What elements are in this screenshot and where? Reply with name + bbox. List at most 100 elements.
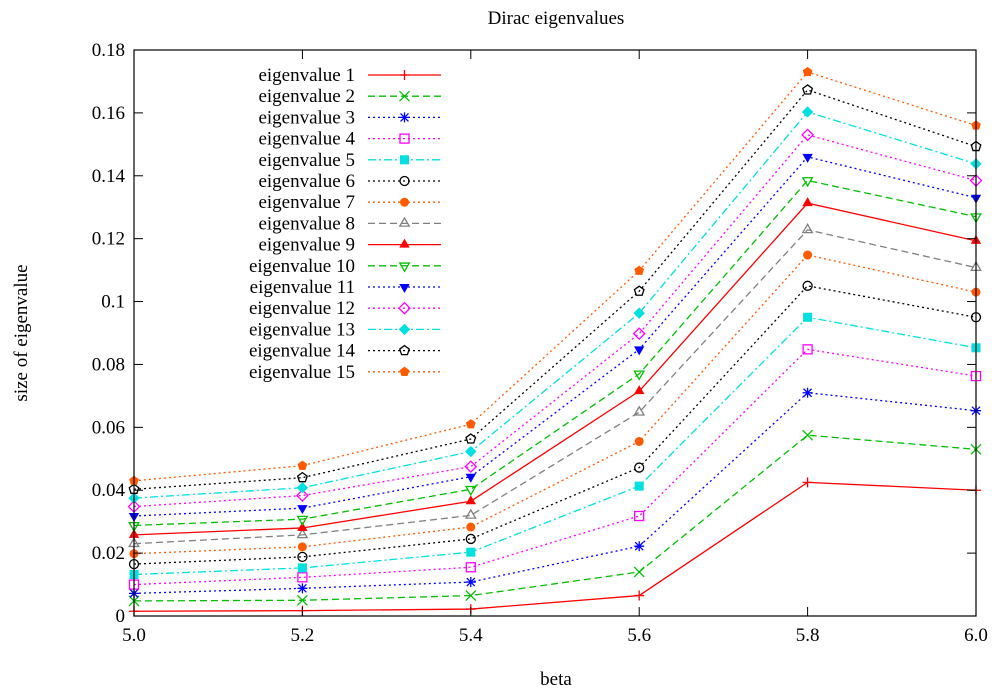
legend-entry: eigenvalue 14 — [249, 341, 441, 362]
legend-swatch-marker — [399, 175, 410, 187]
legend-entry: eigenvalue 2 — [258, 86, 441, 107]
legend-label: eigenvalue 3 — [258, 107, 355, 128]
series-line — [133, 434, 977, 602]
data-point — [465, 577, 476, 588]
x-tick-label: 5.8 — [796, 625, 820, 646]
x-tick-label: 5.6 — [627, 625, 651, 646]
data-point — [296, 482, 309, 494]
series-line — [133, 392, 977, 595]
data-point — [634, 462, 645, 473]
data-point — [801, 106, 814, 118]
data-point — [465, 445, 477, 458]
data-point — [464, 460, 478, 474]
legend-swatch-marker — [400, 197, 409, 207]
legend-swatch-marker — [399, 133, 410, 144]
x-tick-label: 5.2 — [291, 625, 315, 646]
legend-entry: eigenvalue 10 — [249, 256, 441, 277]
data-point — [801, 128, 815, 142]
series-14 — [128, 84, 982, 494]
data-point — [297, 505, 308, 515]
legend-swatch-marker — [399, 284, 410, 294]
chart-title: Dirac eigenvalues — [488, 8, 625, 29]
data-point — [296, 515, 309, 526]
legend-entry: eigenvalue 12 — [249, 298, 441, 319]
data-point — [802, 197, 813, 207]
y-tick-label: 0.12 — [92, 229, 125, 250]
legend-label: eigenvalue 10 — [249, 256, 355, 277]
legend-entry: eigenvalue 11 — [250, 277, 441, 298]
axis-ticks: 0 0.02 0.04 0.06 0.08 0.1 0.12 0.14 0.16 0.18 5.0 5… — [92, 40, 988, 646]
plot-frame — [133, 49, 977, 617]
data-point — [295, 489, 309, 502]
data-point — [465, 562, 476, 573]
data-point — [296, 471, 308, 483]
data-point — [634, 481, 644, 491]
legend-label: eigenvalue 8 — [258, 213, 355, 234]
y-tick-label: 0 — [116, 606, 126, 627]
data-point — [803, 312, 813, 322]
series-line — [133, 481, 977, 612]
plot-area — [127, 66, 983, 617]
series-line — [133, 89, 977, 490]
series-3 — [129, 387, 981, 599]
data-point — [802, 429, 814, 441]
data-point — [801, 223, 814, 234]
legend-entry: eigenvalue 8 — [258, 213, 441, 234]
data-point — [465, 473, 476, 483]
legend-swatch-marker — [398, 323, 411, 336]
data-point — [802, 387, 813, 398]
data-point — [633, 285, 645, 296]
data-point — [634, 510, 645, 522]
series-line — [133, 285, 977, 565]
data-point — [465, 495, 476, 505]
y-tick-label: 0.14 — [92, 166, 126, 187]
legend-label: eigenvalue 6 — [258, 171, 355, 192]
data-point — [296, 594, 308, 606]
data-point — [634, 541, 645, 552]
data-point — [297, 563, 307, 573]
data-point — [297, 551, 308, 563]
data-point — [632, 327, 646, 341]
legend-entry: eigenvalue 3 — [258, 107, 441, 128]
series-line — [133, 348, 977, 586]
data-point — [633, 307, 645, 319]
series-line — [133, 111, 977, 499]
data-point — [802, 153, 813, 163]
data-point — [464, 508, 477, 519]
y-tick-label: 0.06 — [92, 417, 125, 438]
series-line — [133, 179, 977, 527]
data-point — [633, 405, 646, 416]
legend-swatch-marker — [399, 90, 410, 102]
data-point — [297, 521, 308, 531]
data-point — [297, 542, 307, 552]
legend-entry: eigenvalue 5 — [258, 150, 441, 171]
legend-swatch-marker — [399, 70, 410, 80]
x-tick-label: 5.4 — [459, 625, 483, 646]
legend-label: eigenvalue 5 — [258, 150, 355, 171]
legend-label: eigenvalue 2 — [258, 86, 355, 107]
data-point — [297, 460, 308, 470]
x-tick-label: 5.0 — [122, 625, 146, 646]
data-point — [634, 346, 645, 356]
data-point — [633, 370, 646, 381]
y-tick-label: 0.18 — [92, 40, 125, 61]
y-tick-label: 0.1 — [101, 292, 125, 313]
data-point — [634, 590, 645, 601]
legend-swatch-marker — [399, 112, 410, 123]
legend-label: eigenvalue 15 — [249, 362, 355, 383]
data-point — [633, 566, 645, 578]
data-point — [466, 547, 476, 557]
data-point — [465, 419, 476, 429]
data-point — [296, 528, 309, 539]
series-line — [133, 316, 977, 576]
legend-swatch-marker — [398, 301, 411, 315]
y-axis-title: size of eigenvalue — [11, 264, 32, 401]
data-point — [802, 66, 813, 77]
data-point — [802, 84, 814, 95]
x-tick-label: 6.0 — [964, 625, 988, 646]
series-line — [133, 134, 977, 508]
legend-label: eigenvalue 13 — [249, 319, 355, 340]
legend-entry: eigenvalue 4 — [258, 129, 441, 150]
series-15 — [129, 66, 981, 485]
